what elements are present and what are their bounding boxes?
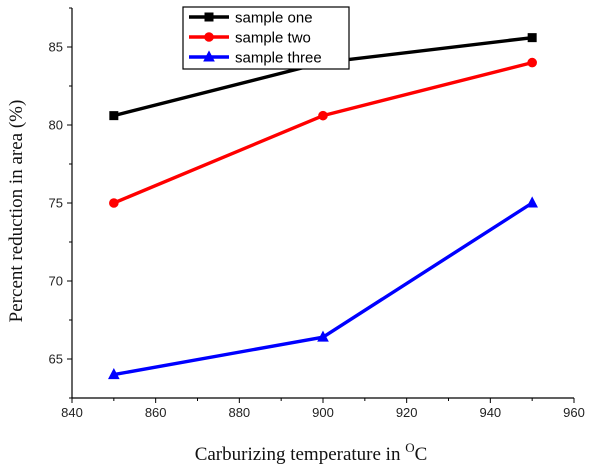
x-tick-label: 920: [396, 405, 418, 420]
legend-label: sample one: [235, 10, 313, 27]
series-line: [113, 201, 534, 377]
x-tick-label: 880: [228, 405, 250, 420]
legend-label: sample three: [235, 50, 322, 67]
series-3: [108, 196, 538, 380]
legend-marker: [204, 12, 214, 22]
data-point: [527, 33, 537, 43]
y-tick-label: 65: [49, 352, 63, 367]
data-point: [109, 198, 119, 208]
y-tick-label: 80: [49, 118, 63, 133]
y-axis-title: Percent reduction in area (%): [6, 100, 27, 323]
x-tick-label: 960: [563, 405, 585, 420]
series-line: [113, 60, 533, 205]
series-2: [109, 57, 537, 208]
y-tick-label: 75: [49, 196, 63, 211]
x-axis-title-unit: C: [415, 444, 428, 465]
legend-marker: [204, 32, 214, 42]
y-tick-label: 85: [49, 40, 63, 55]
legend: sample one sample two sample three: [182, 6, 350, 70]
legend-marker: [203, 50, 215, 62]
legend-item: sample two: [189, 30, 311, 47]
legend-item: sample three: [189, 50, 322, 67]
x-tick-label: 940: [479, 405, 501, 420]
ticks: 840 860 880 900 920 940 960 65 70 75 80 85: [49, 7, 585, 420]
x-axis-title-main: Carburizing temperature in: [195, 444, 406, 465]
data-point: [318, 110, 328, 121]
y-tick-label: 70: [49, 274, 63, 289]
x-tick-label: 840: [61, 405, 83, 420]
legend-item: sample one: [189, 10, 313, 27]
data-point: [109, 111, 119, 121]
x-axis-title: Carburizing temperature in OC: [195, 440, 428, 465]
data-point: [108, 368, 120, 380]
legend-label: sample two: [235, 30, 311, 47]
x-tick-label: 860: [145, 405, 167, 420]
data-point: [317, 330, 329, 342]
x-tick-label: 900: [312, 405, 334, 420]
series: [108, 33, 538, 380]
data-point: [526, 196, 538, 208]
data-point: [527, 57, 537, 68]
x-axis-title-sup: O: [405, 440, 414, 455]
